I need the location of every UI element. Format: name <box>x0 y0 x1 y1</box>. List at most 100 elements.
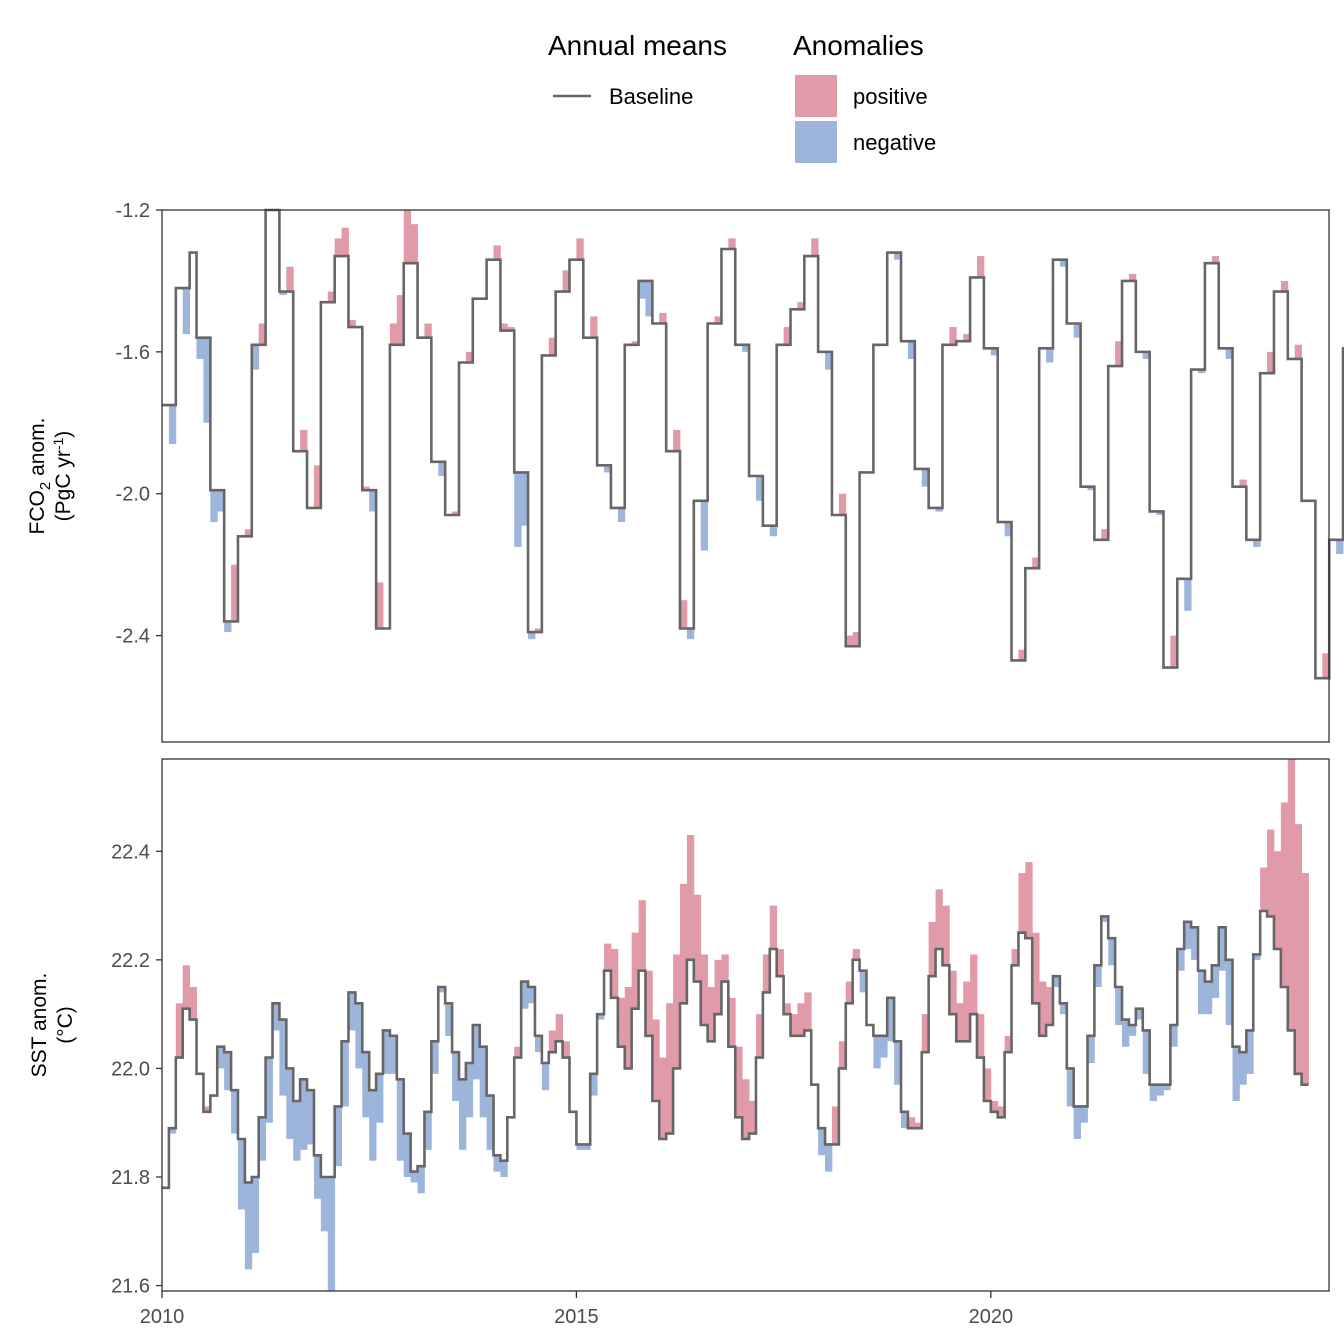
y-tick-label: -2.4 <box>116 626 150 648</box>
negative-anomaly-bar <box>445 1003 453 1036</box>
positive-anomaly-bar <box>244 529 253 537</box>
negative-anomaly-bar <box>327 1177 336 1291</box>
positive-anomaly-bar <box>189 987 197 1020</box>
negative-anomaly-bar <box>901 1111 909 1129</box>
positive-anomaly-bar <box>1211 256 1220 264</box>
negative-anomaly-bar <box>1128 1025 1137 1036</box>
negative-anomaly-bar <box>279 291 287 296</box>
positive-anomaly-bar <box>403 210 412 264</box>
negative-anomaly-bar <box>1156 1084 1164 1096</box>
negative-anomaly-bar <box>307 1090 315 1145</box>
positive-anomaly-bar <box>797 302 805 310</box>
positive-anomaly-bar <box>424 323 432 338</box>
positive-anomaly-bar <box>1018 649 1026 661</box>
positive-anomaly-bar <box>341 227 349 257</box>
positive-anomaly-bar <box>700 954 709 1025</box>
positive-anomaly-bar <box>1322 653 1330 679</box>
negative-anomaly-bar <box>1073 1106 1081 1139</box>
negative-anomaly-bar <box>500 1160 508 1177</box>
negative-anomaly-bar <box>576 1144 584 1150</box>
positive-anomaly-bar <box>811 238 819 257</box>
negative-anomaly-bar <box>1225 959 1233 1025</box>
positive-anomaly-bar <box>673 429 681 452</box>
y-tick-label: -1.6 <box>116 342 150 364</box>
negative-anomaly-bar <box>1004 522 1012 537</box>
negative-anomaly-bar <box>894 1041 902 1085</box>
negative-anomaly-bar <box>417 1166 425 1194</box>
negative-anomaly-bar <box>348 992 356 1031</box>
negative-anomaly-bar <box>293 1101 301 1161</box>
positive-anomaly-bar <box>714 959 722 1015</box>
negative-anomaly-bar <box>362 1052 370 1118</box>
positive-anomaly-bar <box>1004 1035 1012 1053</box>
positive-anomaly-bar <box>645 970 653 1036</box>
positive-anomaly-bar <box>534 628 543 633</box>
positive-anomaly-bar <box>652 1019 660 1101</box>
negative-anomaly-bar <box>1198 970 1206 1015</box>
positive-anomaly-bar <box>548 337 557 356</box>
negative-anomaly-bar <box>583 1144 591 1150</box>
positive-anomaly-bar <box>396 295 405 345</box>
positive-anomaly-bar <box>410 224 418 264</box>
positive-anomaly-bar <box>376 582 384 629</box>
positive-anomaly-bar <box>956 1003 964 1042</box>
positive-anomaly-bar <box>659 1057 667 1139</box>
positive-anomaly-bar <box>604 943 612 971</box>
positive-anomaly-bar <box>659 312 667 324</box>
negative-anomaly-bar <box>1080 1106 1088 1123</box>
positive-anomaly-bar <box>1170 635 1178 668</box>
negative-anomaly-bar <box>1246 1030 1254 1074</box>
negative-anomaly-bar <box>341 1041 349 1107</box>
x-tick-label: 2020 <box>969 1306 1014 1328</box>
negative-anomaly-bar <box>410 1171 418 1183</box>
legend-title-anomalies: Anomalies <box>793 30 924 61</box>
fco2-anomaly-bars <box>168 210 1344 679</box>
fco2-y-title-sub: 2 <box>37 482 54 490</box>
negative-anomaly-bar <box>1073 323 1081 338</box>
positive-anomaly-bar <box>693 894 702 982</box>
positive-anomaly-bar <box>852 632 860 647</box>
positive-anomaly-bar <box>203 1106 211 1112</box>
negative-anomaly-bar <box>769 525 778 537</box>
negative-anomaly-bar <box>1052 976 1061 987</box>
y-tick-label: 21.8 <box>111 1167 150 1189</box>
positive-anomaly-bar <box>755 1014 764 1058</box>
negative-anomaly-bar <box>1108 938 1116 966</box>
positive-anomaly-bar <box>666 1003 674 1134</box>
negative-anomaly-bar <box>1059 1003 1068 1015</box>
positive-anomaly-bar <box>182 965 191 1009</box>
negative-anomaly-bar <box>258 1117 266 1161</box>
negative-anomaly-bar <box>1198 369 1206 374</box>
negative-anomaly-bar <box>921 468 930 487</box>
y-tick-label: 22.0 <box>111 1058 150 1080</box>
negative-anomaly-bar <box>1177 949 1185 971</box>
negative-anomaly-bar <box>1163 1084 1171 1091</box>
positive-anomaly-bar <box>258 323 266 345</box>
positive-anomaly-bar <box>638 900 646 971</box>
x-tick-label: 2010 <box>140 1306 185 1328</box>
positive-anomaly-bar <box>1294 344 1303 359</box>
fco2-y-axis-unit: (PgC yr-1) <box>50 431 75 522</box>
positive-anomaly-bar <box>334 238 342 257</box>
positive-anomaly-bar <box>680 883 688 1004</box>
negative-anomaly-bar <box>1253 539 1261 547</box>
positive-anomaly-bar <box>1115 341 1123 367</box>
negative-anomaly-bar <box>424 1111 432 1150</box>
positive-anomaly-bar <box>1287 759 1296 1031</box>
fco2-y-axis-title: FCO2 anom. <box>26 418 54 535</box>
legend: Annual means Baseline Anomalies positive… <box>548 30 936 163</box>
positive-anomaly-bar <box>1128 273 1137 281</box>
positive-anomaly-bar <box>804 992 812 1031</box>
negative-anomaly-bar <box>1046 348 1054 363</box>
positive-anomaly-bar <box>1301 873 1309 1085</box>
positive-anomaly-bar <box>707 987 715 1042</box>
negative-anomaly-bar <box>604 465 612 473</box>
positive-anomaly-bar <box>914 1122 923 1129</box>
negative-anomaly-bar <box>1253 954 1261 960</box>
positive-anomaly-bar <box>327 291 336 303</box>
negative-anomaly-bar <box>514 472 522 547</box>
positive-anomaly-bar <box>797 1003 805 1036</box>
positive-anomaly-bar <box>514 1046 522 1058</box>
positive-anomaly-bar <box>928 921 936 977</box>
